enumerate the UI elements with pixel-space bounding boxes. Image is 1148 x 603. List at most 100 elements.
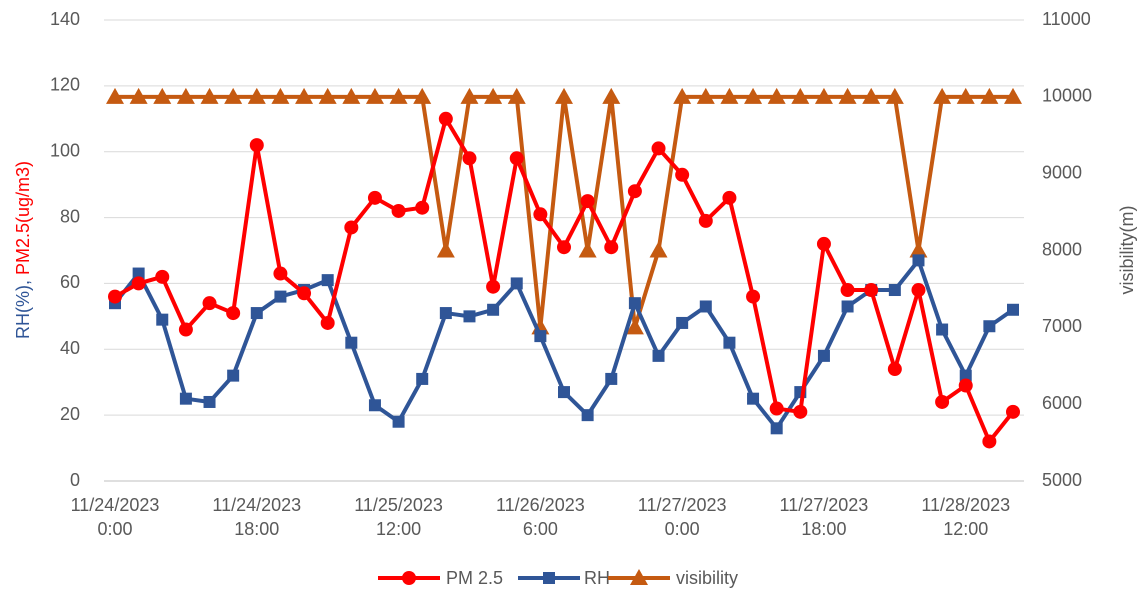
series-marker — [744, 87, 763, 104]
series-marker — [555, 87, 573, 104]
y2-tick-label: 10000 — [1042, 86, 1092, 106]
x-tick-label: 11/26/2023 6:00 — [495, 495, 585, 539]
series-marker — [1007, 303, 1019, 316]
series-marker — [769, 401, 784, 416]
series-marker — [249, 138, 264, 153]
legend-marker — [543, 572, 555, 584]
series-marker — [651, 141, 666, 156]
y2-tick-label: 9000 — [1042, 162, 1082, 182]
y2-tick-label: 6000 — [1042, 393, 1082, 413]
series-marker — [202, 296, 217, 311]
series-marker — [438, 111, 453, 126]
legend-label: visibility — [676, 568, 738, 588]
series-marker — [389, 87, 408, 104]
series-marker — [368, 399, 381, 412]
series-marker — [507, 87, 526, 104]
series-marker — [935, 394, 950, 409]
legend-marker — [630, 569, 648, 585]
series-marker — [696, 87, 715, 104]
legend-label: PM 2.5 — [446, 568, 503, 588]
series-marker — [274, 290, 287, 303]
series-marker — [533, 207, 548, 222]
y2-tick-label: 8000 — [1042, 239, 1082, 259]
y-tick-label: 100 — [50, 140, 80, 160]
series-marker — [793, 404, 808, 419]
series-marker — [487, 303, 500, 316]
series-marker — [203, 395, 216, 408]
y-tick-label: 20 — [60, 404, 80, 424]
y-axis-title-part: PM2.5(ug/m3) — [13, 161, 33, 275]
series-marker — [178, 322, 193, 337]
y2-tick-label: 11000 — [1042, 9, 1091, 29]
x-tick-label: 11/24/2023 18:00 — [212, 495, 302, 539]
series-marker — [625, 318, 644, 335]
series-marker — [342, 87, 361, 104]
series-marker — [1006, 404, 1020, 419]
series-marker — [628, 297, 641, 310]
series-marker — [318, 87, 337, 104]
series-marker — [627, 184, 642, 199]
series-marker — [581, 409, 594, 422]
series-marker — [747, 392, 760, 405]
series-marker — [344, 220, 359, 235]
series-marker — [365, 87, 384, 104]
y-tick-label: 0 — [70, 470, 80, 490]
series-marker — [604, 240, 619, 255]
series-marker — [912, 254, 925, 267]
series-marker — [247, 87, 266, 104]
series-marker — [297, 286, 312, 301]
series-marker — [698, 213, 713, 228]
series-marker — [816, 236, 831, 251]
series-marker — [416, 372, 429, 385]
series-marker — [814, 87, 833, 104]
series-marker — [224, 87, 243, 104]
series-line — [115, 94, 1013, 330]
series-marker — [321, 274, 334, 287]
series-marker — [391, 203, 406, 218]
x-tick-label: 11/27/2023 18:00 — [779, 495, 869, 539]
series-marker — [534, 330, 547, 343]
y2-axis-title: visibility(m) — [1117, 206, 1137, 295]
series-marker — [108, 289, 122, 304]
series-marker — [176, 87, 195, 104]
x-tick-label: 11/25/2023 12:00 — [354, 495, 443, 539]
series-marker — [106, 87, 124, 104]
series-marker — [131, 276, 146, 291]
series-marker — [367, 190, 382, 205]
series-marker — [484, 87, 503, 104]
series-marker — [959, 369, 972, 382]
series-marker — [436, 241, 455, 258]
series-marker — [155, 269, 170, 284]
series-marker — [841, 300, 854, 313]
series-marker — [227, 369, 240, 382]
y2-tick-label: 7000 — [1042, 316, 1082, 336]
series-marker — [675, 167, 690, 182]
x-tick-label: 11/24/2023 0:00 — [70, 495, 160, 539]
series-marker — [1004, 87, 1022, 104]
series-marker — [983, 320, 996, 333]
series-marker — [720, 87, 739, 104]
series-marker — [817, 349, 830, 362]
series-marker — [345, 336, 358, 349]
series-marker — [676, 316, 689, 329]
series-marker — [415, 200, 430, 215]
series-marker — [156, 313, 169, 326]
series-marker — [226, 306, 241, 321]
series-marker — [153, 87, 172, 104]
series-marker — [462, 151, 477, 166]
series-marker — [933, 87, 952, 104]
series-marker — [956, 87, 975, 104]
series-marker — [862, 87, 881, 104]
series-marker — [840, 283, 855, 298]
y-tick-label: 120 — [50, 75, 80, 95]
series-marker — [509, 151, 524, 166]
y-axis-title: RH(%), PM2.5(ug/m3) — [13, 161, 33, 339]
series-marker — [273, 266, 288, 281]
series-marker — [463, 310, 476, 323]
series-marker — [723, 336, 736, 349]
series-marker — [649, 241, 668, 258]
series-marker — [980, 87, 999, 104]
series-marker — [413, 87, 432, 104]
